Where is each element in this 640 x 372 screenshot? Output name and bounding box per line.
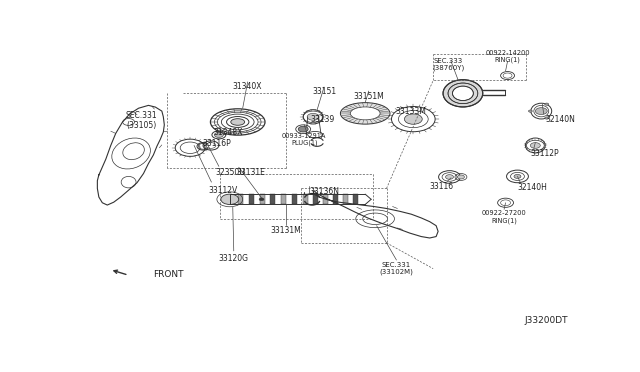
Ellipse shape [444, 80, 483, 107]
Text: 31340X: 31340X [233, 82, 262, 91]
Text: 32350U: 32350U [215, 168, 244, 177]
Bar [292, 194, 297, 205]
Ellipse shape [350, 107, 380, 120]
Circle shape [404, 114, 422, 124]
Text: 33120G: 33120G [219, 254, 249, 263]
Text: 32140H: 32140H [518, 183, 547, 192]
Text: J33200DT: J33200DT [525, 316, 568, 325]
Bar [271, 194, 275, 205]
Bar [313, 194, 318, 205]
Ellipse shape [231, 119, 244, 125]
Bar [303, 194, 308, 205]
Circle shape [214, 132, 223, 137]
Circle shape [529, 110, 532, 112]
Text: 31348X: 31348X [213, 128, 243, 137]
Bar [353, 194, 358, 205]
Circle shape [298, 126, 308, 132]
Ellipse shape [340, 103, 390, 124]
Text: 33131M: 33131M [271, 226, 301, 235]
Text: SEC.333
(38760Y): SEC.333 (38760Y) [432, 58, 464, 71]
Text: 33112V: 33112V [208, 186, 237, 195]
Text: 00933-1291A
PLUG(1): 00933-1291A PLUG(1) [282, 133, 326, 147]
Text: 33131E: 33131E [237, 168, 266, 177]
Bar [282, 194, 286, 205]
Text: SEC.331
(33102M): SEC.331 (33102M) [380, 262, 413, 275]
Circle shape [545, 103, 548, 105]
Bar [323, 194, 328, 205]
Circle shape [535, 108, 547, 115]
Text: 33112P: 33112P [531, 149, 559, 158]
Text: 00922-27200
RING(1): 00922-27200 RING(1) [482, 210, 527, 224]
Text: 32140N: 32140N [545, 115, 575, 124]
Bar [343, 194, 348, 205]
Circle shape [531, 142, 540, 148]
Ellipse shape [453, 86, 473, 100]
Circle shape [458, 175, 465, 179]
Bar [333, 194, 338, 205]
Bar [260, 194, 264, 205]
Circle shape [307, 113, 319, 120]
Text: 33136N: 33136N [309, 187, 339, 196]
Text: 33133M: 33133M [396, 108, 427, 116]
Text: 00922-14200
RING(1): 00922-14200 RING(1) [485, 50, 530, 63]
Circle shape [514, 174, 521, 179]
Text: 33139: 33139 [310, 115, 334, 124]
Text: FRONT: FRONT [154, 270, 184, 279]
Text: 33116P: 33116P [202, 139, 231, 148]
Text: 33151: 33151 [312, 87, 336, 96]
Circle shape [221, 194, 239, 205]
Circle shape [545, 117, 548, 119]
Text: 33151M: 33151M [353, 92, 384, 101]
Circle shape [259, 198, 264, 201]
Bar [249, 194, 253, 205]
Text: 33116: 33116 [429, 182, 453, 191]
Bar [237, 194, 243, 205]
Text: SEC.331
(33105): SEC.331 (33105) [125, 111, 157, 130]
Circle shape [445, 175, 454, 179]
